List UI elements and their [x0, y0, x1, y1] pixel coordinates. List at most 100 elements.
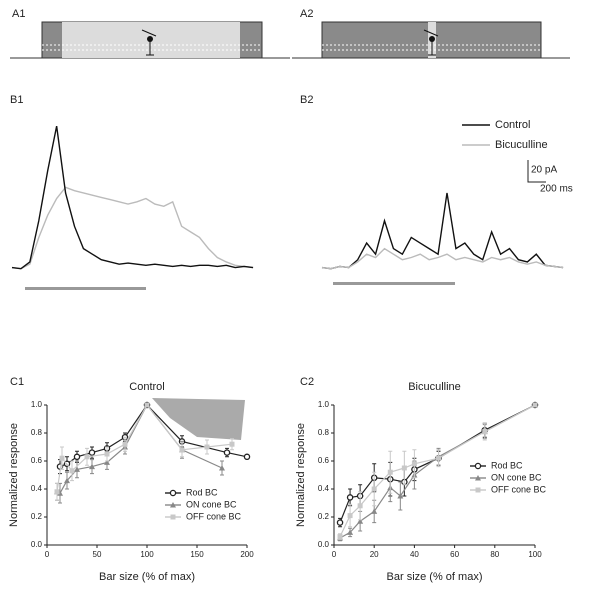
x-tick-label: 60: [450, 550, 459, 559]
marker: [74, 466, 80, 472]
marker: [219, 465, 225, 471]
marker: [243, 453, 251, 461]
legend-label: ON cone BC: [491, 472, 542, 482]
marker: [411, 461, 417, 467]
x-tick-label: 0: [45, 550, 50, 559]
x-axis-label: Bar size (% of max): [99, 571, 195, 583]
stimulus-diagram-a2: [292, 21, 570, 59]
marker: [436, 455, 442, 461]
marker: [122, 441, 128, 447]
legend-label: Bicuculline: [495, 139, 548, 151]
marker: [346, 494, 354, 501]
trace: [321, 247, 564, 270]
marker: [59, 455, 65, 461]
marker: [336, 519, 344, 526]
marker: [337, 534, 343, 540]
line: [56, 403, 233, 492]
x-tick-label: 80: [490, 550, 499, 559]
x-tick-label: 40: [410, 550, 419, 559]
chart-title: Control: [129, 381, 164, 393]
marker: [482, 429, 488, 435]
x-tick-label: 200: [240, 550, 254, 559]
marker: [347, 529, 354, 535]
marker: [73, 453, 81, 461]
marker: [357, 518, 364, 524]
marker: [88, 449, 96, 456]
marker: [57, 490, 63, 496]
scale-bar: [527, 160, 546, 183]
y-tick-label: 0.6: [318, 456, 330, 465]
y-tick-label: 0.6: [31, 456, 43, 465]
trace: [11, 186, 254, 270]
marker: [104, 451, 110, 457]
marker: [89, 463, 95, 470]
marker: [64, 477, 70, 484]
x-tick-label: 20: [370, 550, 379, 559]
marker: [169, 489, 177, 497]
marker: [475, 475, 481, 481]
y-tick-label: 0.8: [318, 428, 330, 437]
line: [339, 404, 536, 539]
marker: [474, 462, 482, 470]
y-tick-label: 0.0: [31, 540, 43, 549]
marker: [371, 508, 378, 514]
marker: [170, 502, 176, 508]
marker: [170, 514, 176, 520]
panel-label: C1: [10, 376, 24, 388]
line: [339, 404, 536, 537]
y-axis-label: Normalized response: [8, 423, 20, 527]
legend-label: Rod BC: [491, 460, 523, 470]
y-tick-label: 0.0: [318, 540, 330, 549]
legend-label: Control: [495, 119, 530, 131]
x-tick-label: 50: [93, 550, 102, 559]
panel-label: A1: [12, 8, 25, 20]
marker: [397, 493, 404, 499]
marker: [84, 454, 90, 460]
x-tick-label: 150: [190, 550, 204, 559]
marker: [357, 503, 363, 509]
marker: [347, 513, 353, 519]
marker: [204, 444, 210, 450]
marker: [475, 487, 481, 493]
marker: [223, 449, 231, 456]
trace: [321, 192, 564, 270]
y-tick-label: 0.2: [31, 512, 43, 521]
scale-label: 20 pA: [531, 165, 557, 176]
y-tick-label: 1.0: [318, 400, 330, 409]
marker: [104, 459, 110, 465]
marker: [54, 489, 60, 495]
legend-label: Rod BC: [186, 487, 218, 497]
stimulus-diagram-a1: [10, 21, 290, 59]
x-tick-label: 100: [140, 550, 154, 559]
stimulus-bar: [333, 282, 455, 285]
y-axis-label: Normalized response: [295, 423, 307, 527]
x-tick-label: 100: [528, 550, 542, 559]
x-axis-label: Bar size (% of max): [387, 571, 483, 583]
marker: [144, 402, 150, 408]
y-tick-label: 0.2: [318, 512, 330, 521]
marker: [387, 469, 393, 475]
panel-label: B1: [10, 94, 23, 106]
marker: [371, 486, 377, 492]
chart-title: Bicuculline: [408, 381, 461, 393]
legend-label: OFF cone BC: [186, 511, 242, 521]
y-tick-label: 0.8: [31, 428, 43, 437]
legend-label: ON cone BC: [186, 499, 237, 509]
marker: [229, 441, 235, 447]
stimulus-bar: [25, 287, 146, 290]
trace: [11, 125, 254, 270]
scale-label: 200 ms: [540, 184, 573, 195]
y-tick-label: 0.4: [318, 484, 330, 493]
y-tick-label: 1.0: [31, 400, 43, 409]
x-tick-label: 0: [332, 550, 337, 559]
panel-label: A2: [300, 8, 313, 20]
y-tick-label: 0.4: [31, 484, 43, 493]
marker: [179, 447, 185, 453]
marker: [401, 465, 407, 471]
panel-label: C2: [300, 376, 314, 388]
legend-label: OFF cone BC: [491, 484, 547, 494]
shaded-region: [152, 398, 245, 440]
panel-label: B2: [300, 94, 313, 106]
marker: [69, 468, 75, 474]
